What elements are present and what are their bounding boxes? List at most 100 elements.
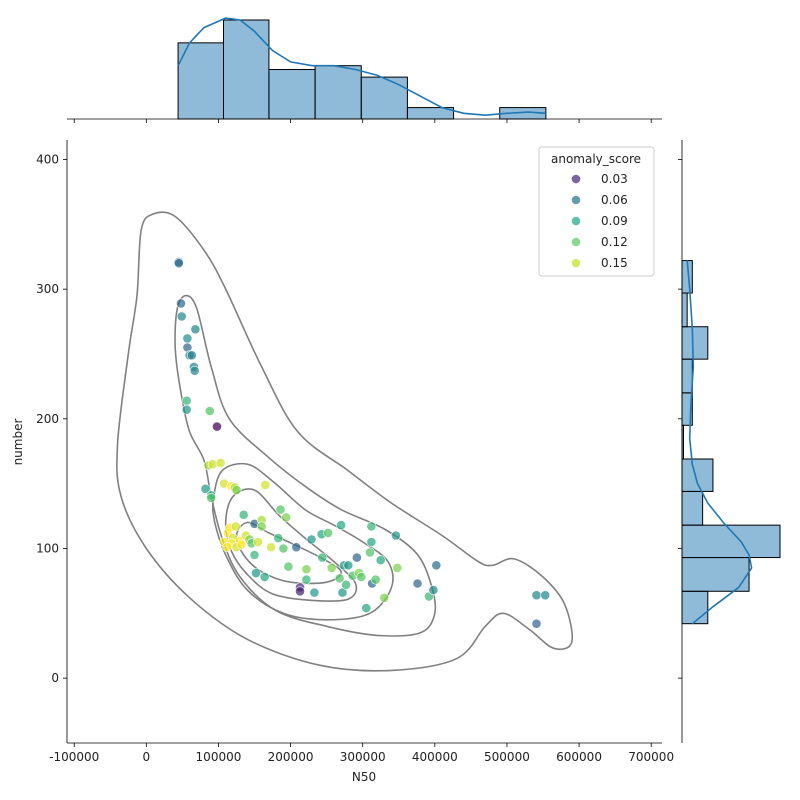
- scatter-point: [366, 521, 377, 532]
- scatter-point: [392, 563, 403, 573]
- y-tick-label: 400: [36, 152, 59, 166]
- scatter-point: [370, 574, 381, 585]
- x-tick-label: -100000: [49, 750, 99, 764]
- scatter-point: [309, 587, 320, 598]
- top-hist-bar: [360, 76, 408, 120]
- scatter-point: [283, 561, 294, 572]
- y-axis-ticks: 0 100 200 300 400: [36, 152, 67, 685]
- scatter-point: [200, 483, 211, 494]
- scatter-point: [375, 555, 386, 566]
- scatter-point: [326, 563, 337, 573]
- scatter-point: [364, 547, 375, 558]
- scatter-point: [189, 365, 200, 376]
- scatter-point: [253, 537, 263, 547]
- scatter-point: [379, 592, 390, 603]
- y-tick-label: 100: [36, 541, 59, 555]
- scatter-point: [181, 404, 192, 415]
- kde-contour-level-3: [211, 462, 394, 621]
- x-tick-label: 300000: [340, 750, 386, 764]
- kde-contour-level-1: [116, 211, 574, 672]
- scatter-point: [301, 574, 312, 585]
- scatter-point: [260, 479, 271, 490]
- legend-marker: [571, 258, 581, 268]
- scatter-point: [278, 543, 289, 554]
- scatter-point: [281, 512, 292, 523]
- top-marginal: [67, 17, 662, 123]
- scatter-point: [295, 586, 305, 597]
- scatter-point: [323, 528, 333, 538]
- legend-title: anomaly_score: [551, 152, 641, 166]
- legend-entry-label: 0.09: [601, 214, 628, 228]
- x-tick-label: 100000: [196, 750, 242, 764]
- scatter-point: [249, 550, 260, 560]
- scatter-point: [181, 395, 192, 406]
- scatter-point: [204, 406, 215, 416]
- legend-entry-label: 0.12: [601, 235, 628, 249]
- scatter-point: [176, 298, 186, 309]
- legend-entries: 0.03 0.06 0.09 0.12 0.15: [571, 172, 628, 270]
- legend-marker: [571, 174, 581, 184]
- legend-marker: [571, 237, 581, 247]
- x-tick-label: 0: [143, 750, 151, 764]
- scatter-point: [343, 560, 354, 571]
- right-hist-bar: [681, 490, 704, 526]
- scatter-point: [531, 618, 542, 629]
- scatter-point: [231, 485, 242, 495]
- scatter-point: [291, 542, 302, 553]
- scatter-point: [182, 333, 193, 344]
- top-hist-bar: [314, 65, 362, 120]
- scatter-point: [361, 603, 372, 613]
- y-tick-label: 0: [51, 671, 59, 685]
- right-histogram: [681, 260, 781, 625]
- legend: anomaly_score 0.03 0.06 0.09 0.12 0.15: [538, 146, 655, 277]
- scatter-point: [356, 572, 367, 582]
- x-tick-label: 200000: [268, 750, 314, 764]
- kde-contour-level-2: [174, 294, 437, 637]
- top-marginal-ticks: [73, 119, 652, 123]
- scatter-point: [236, 539, 247, 550]
- scatter-point: [275, 504, 286, 515]
- scatter-point: [306, 534, 317, 545]
- scatter-point: [273, 533, 284, 543]
- scatter-point: [412, 578, 423, 589]
- scatter-point: [176, 311, 187, 322]
- legend-marker: [571, 195, 581, 205]
- right-marginal-ticks: [678, 159, 682, 679]
- x-tick-label: 500000: [484, 750, 530, 764]
- scatter-point: [336, 520, 346, 530]
- scatter-points: [173, 256, 551, 629]
- legend-frame: [538, 146, 655, 277]
- legend-entry-label: 0.15: [601, 256, 628, 270]
- main-plot: -100000 0 100000 200000 300000 400000 500000 60…: [11, 140, 674, 784]
- right-marginal: [678, 140, 781, 743]
- scatter-point: [390, 530, 401, 541]
- top-hist-bar: [223, 19, 270, 120]
- scatter-point: [215, 457, 226, 468]
- scatter-point: [259, 572, 270, 582]
- scatter-point: [186, 350, 197, 361]
- right-hist-bar: [681, 358, 693, 394]
- kde-contours: [116, 211, 574, 672]
- scatter-point: [531, 590, 542, 601]
- x-tick-label: 400000: [412, 750, 458, 764]
- right-hist-bar: [681, 458, 714, 492]
- scatter-point: [334, 573, 345, 584]
- x-tick-label: 700000: [628, 750, 674, 764]
- top-histogram: [177, 19, 547, 120]
- scatter-point: [212, 421, 222, 432]
- scatter-point: [230, 521, 241, 532]
- scatter-point: [317, 552, 328, 563]
- right-hist-bar: [681, 590, 709, 625]
- legend-entry-label: 0.06: [601, 193, 628, 207]
- y-tick-label: 300: [36, 282, 59, 296]
- y-tick-label: 200: [36, 412, 59, 426]
- right-hist-bar: [681, 292, 688, 328]
- scatter-point: [173, 258, 184, 269]
- scatter-point: [256, 521, 267, 532]
- scatter-point: [251, 568, 261, 578]
- scatter-point: [351, 552, 362, 563]
- scatter-point: [431, 560, 442, 571]
- scatter-point: [222, 542, 232, 553]
- top-hist-bar: [177, 42, 225, 120]
